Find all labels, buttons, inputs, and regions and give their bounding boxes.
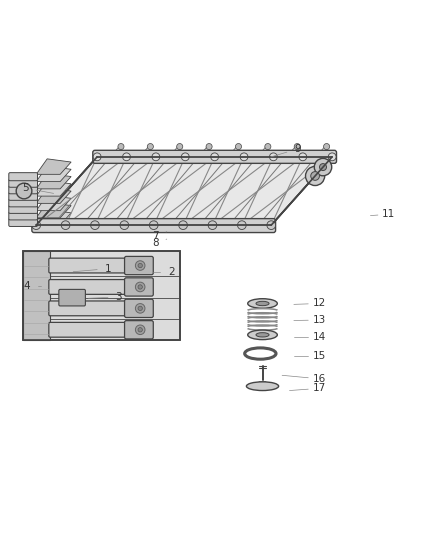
- FancyBboxPatch shape: [124, 278, 153, 296]
- Text: 4: 4: [23, 281, 30, 291]
- Text: 3: 3: [116, 292, 122, 302]
- FancyBboxPatch shape: [9, 185, 38, 194]
- Circle shape: [324, 143, 330, 150]
- Circle shape: [138, 306, 142, 311]
- Circle shape: [306, 166, 325, 185]
- Text: 8: 8: [152, 238, 159, 248]
- Text: 9: 9: [294, 144, 300, 154]
- FancyBboxPatch shape: [124, 256, 153, 274]
- FancyBboxPatch shape: [23, 251, 50, 341]
- FancyBboxPatch shape: [9, 173, 38, 181]
- FancyBboxPatch shape: [9, 192, 38, 200]
- Polygon shape: [36, 159, 71, 174]
- Circle shape: [147, 143, 153, 150]
- Circle shape: [91, 221, 99, 230]
- FancyBboxPatch shape: [49, 301, 130, 316]
- FancyBboxPatch shape: [32, 219, 276, 232]
- Circle shape: [149, 221, 158, 230]
- FancyBboxPatch shape: [9, 199, 38, 207]
- Circle shape: [138, 285, 142, 289]
- Circle shape: [267, 221, 276, 230]
- Polygon shape: [36, 173, 71, 189]
- Text: 17: 17: [312, 383, 326, 393]
- Circle shape: [294, 143, 300, 150]
- Circle shape: [314, 158, 332, 176]
- Polygon shape: [36, 209, 71, 225]
- Circle shape: [120, 221, 129, 230]
- Circle shape: [135, 325, 145, 335]
- Polygon shape: [36, 188, 71, 204]
- Text: 12: 12: [312, 298, 326, 309]
- Ellipse shape: [256, 301, 269, 305]
- Circle shape: [118, 143, 124, 150]
- Circle shape: [320, 164, 326, 171]
- FancyBboxPatch shape: [49, 258, 130, 273]
- Text: 2: 2: [168, 266, 174, 277]
- Circle shape: [240, 153, 248, 161]
- Circle shape: [152, 153, 160, 161]
- Circle shape: [208, 221, 217, 230]
- Text: 13: 13: [312, 315, 326, 325]
- Text: 5: 5: [22, 183, 28, 193]
- Polygon shape: [256, 382, 268, 385]
- Circle shape: [32, 221, 41, 230]
- Circle shape: [299, 153, 307, 161]
- Text: 15: 15: [312, 351, 326, 361]
- Polygon shape: [36, 203, 71, 218]
- FancyBboxPatch shape: [49, 279, 130, 294]
- FancyBboxPatch shape: [23, 251, 180, 341]
- Circle shape: [138, 263, 142, 268]
- Text: 14: 14: [312, 332, 326, 342]
- Circle shape: [135, 282, 145, 292]
- FancyBboxPatch shape: [124, 321, 153, 339]
- FancyBboxPatch shape: [59, 289, 85, 306]
- FancyBboxPatch shape: [93, 150, 336, 163]
- Polygon shape: [36, 181, 71, 196]
- Text: 1: 1: [105, 264, 111, 273]
- Circle shape: [237, 221, 246, 230]
- FancyBboxPatch shape: [49, 322, 130, 337]
- Text: 7: 7: [152, 231, 159, 241]
- Ellipse shape: [256, 333, 269, 337]
- Circle shape: [269, 153, 277, 161]
- Circle shape: [328, 153, 336, 161]
- Circle shape: [16, 183, 32, 199]
- FancyBboxPatch shape: [124, 299, 153, 318]
- Polygon shape: [36, 166, 71, 182]
- FancyBboxPatch shape: [9, 179, 38, 187]
- Circle shape: [135, 261, 145, 270]
- Ellipse shape: [248, 330, 277, 340]
- Text: 11: 11: [382, 209, 396, 219]
- Circle shape: [181, 153, 189, 161]
- Circle shape: [61, 221, 70, 230]
- Polygon shape: [36, 157, 332, 225]
- Circle shape: [135, 304, 145, 313]
- Circle shape: [265, 143, 271, 150]
- Ellipse shape: [247, 382, 279, 391]
- FancyBboxPatch shape: [9, 212, 38, 220]
- FancyBboxPatch shape: [9, 205, 38, 213]
- Circle shape: [311, 172, 319, 180]
- Circle shape: [179, 221, 187, 230]
- FancyBboxPatch shape: [9, 219, 38, 227]
- Polygon shape: [36, 195, 71, 211]
- Circle shape: [236, 143, 241, 150]
- Circle shape: [206, 143, 212, 150]
- Ellipse shape: [248, 298, 277, 308]
- Circle shape: [211, 153, 219, 161]
- Circle shape: [123, 153, 131, 161]
- Circle shape: [138, 328, 142, 332]
- Circle shape: [93, 153, 101, 161]
- Text: 16: 16: [312, 374, 326, 384]
- Circle shape: [177, 143, 183, 150]
